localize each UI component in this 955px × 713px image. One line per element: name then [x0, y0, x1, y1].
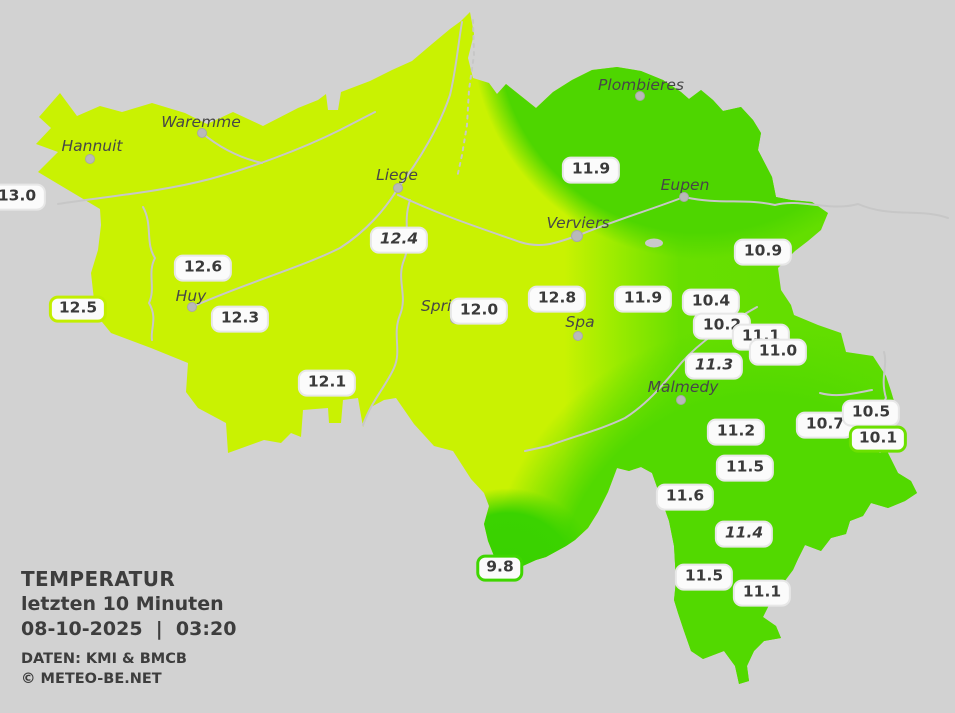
- temperature-label: 13.0: [0, 183, 47, 211]
- temperature-label: 10.4: [681, 288, 741, 316]
- town-area-patch: [645, 238, 663, 248]
- city-dot: [571, 230, 583, 242]
- temperature-label: 11.1: [732, 579, 792, 607]
- map-subtitle: letzten 10 Minuten: [21, 593, 224, 616]
- city-dot: [676, 395, 686, 405]
- city-dot: [635, 91, 645, 101]
- city-dot: [197, 128, 207, 138]
- temperature-label: 10.1: [848, 425, 908, 453]
- city-label: Spa: [565, 313, 595, 331]
- temperature-label: 11.0: [748, 338, 808, 366]
- city-dot: [679, 192, 689, 202]
- temperature-label: 10.9: [733, 238, 793, 266]
- city-label: Waremme: [161, 113, 241, 131]
- city-dot: [85, 154, 95, 164]
- city-label: Huy: [175, 287, 207, 305]
- city-label: Hannuit: [61, 137, 123, 155]
- map-datetime: 08-10-2025 | 03:20: [21, 617, 237, 640]
- temperature-label: 12.8: [527, 285, 587, 313]
- temperature-label: 11.5: [674, 563, 734, 591]
- city-label: Eupen: [660, 176, 710, 194]
- map-title: TEMPERATUR: [21, 567, 176, 591]
- temperature-label: 11.5: [715, 454, 775, 482]
- city-dot: [187, 302, 197, 312]
- city-label: Liege: [376, 166, 418, 184]
- temperature-label: 12.4: [369, 226, 429, 254]
- temperature-label: 12.5: [48, 295, 108, 323]
- temperature-label: 11.9: [561, 156, 621, 184]
- temperature-label: 10.5: [841, 399, 901, 427]
- temperature-label: 11.6: [655, 483, 715, 511]
- temperature-label: 11.3: [684, 352, 744, 380]
- temperature-label: 9.8: [476, 554, 524, 582]
- city-dots: [85, 91, 689, 405]
- temperature-label: 12.1: [297, 369, 357, 397]
- data-source: DATEN: KMI & BMCB: [21, 650, 187, 667]
- map-legend-block: TEMPERATUR letzten 10 Minuten 08-10-2025…: [21, 567, 236, 690]
- city-label: Verviers: [546, 214, 610, 232]
- city-label: Plombieres: [598, 76, 684, 94]
- temperature-label: 12.6: [173, 254, 233, 282]
- copyright-text: © METEO-BE.NET: [21, 671, 162, 688]
- temperature-label: 12.0: [449, 297, 509, 325]
- temperature-label: 11.9: [613, 285, 673, 313]
- temperature-label: 10.7: [795, 411, 855, 439]
- city-dot: [393, 183, 403, 193]
- temperature-label: 11.2: [706, 418, 766, 446]
- city-dot: [573, 331, 583, 341]
- city-label: Malmedy: [647, 378, 719, 396]
- temperature-label: 11.4: [714, 520, 774, 548]
- temperature-label: 12.3: [210, 305, 270, 333]
